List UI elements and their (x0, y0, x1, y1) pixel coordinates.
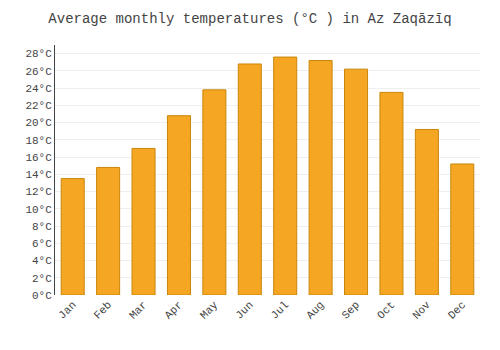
svg-text:10°C: 10°C (25, 204, 52, 216)
svg-text:8°C: 8°C (32, 221, 52, 233)
svg-text:Jun: Jun (233, 299, 255, 321)
svg-text:Jul: Jul (269, 299, 291, 321)
svg-text:26°C: 26°C (25, 66, 52, 78)
svg-text:Jan: Jan (56, 299, 78, 321)
svg-text:16°C: 16°C (25, 152, 52, 164)
svg-text:Dec: Dec (446, 299, 468, 321)
svg-text:Sep: Sep (340, 299, 362, 321)
svg-text:28°C: 28°C (25, 48, 52, 60)
svg-text:22°C: 22°C (25, 100, 52, 112)
svg-text:Nov: Nov (410, 299, 433, 322)
svg-text:Apr: Apr (162, 299, 184, 321)
svg-text:Average monthly temperatures (: Average monthly temperatures (°C ) in Az… (48, 11, 451, 27)
svg-text:6°C: 6°C (32, 238, 52, 250)
svg-text:0°C: 0°C (32, 290, 52, 302)
svg-text:14°C: 14°C (25, 169, 52, 181)
svg-text:4°C: 4°C (32, 255, 52, 267)
svg-text:Oct: Oct (375, 299, 397, 321)
svg-text:24°C: 24°C (25, 83, 52, 95)
svg-text:18°C: 18°C (25, 135, 52, 147)
svg-text:Feb: Feb (92, 299, 114, 321)
svg-text:Mar: Mar (127, 299, 149, 321)
svg-text:20°C: 20°C (25, 117, 52, 129)
svg-text:2°C: 2°C (32, 273, 52, 285)
svg-text:May: May (198, 299, 221, 322)
svg-text:12°C: 12°C (25, 186, 52, 198)
svg-text:Aug: Aug (304, 299, 326, 321)
